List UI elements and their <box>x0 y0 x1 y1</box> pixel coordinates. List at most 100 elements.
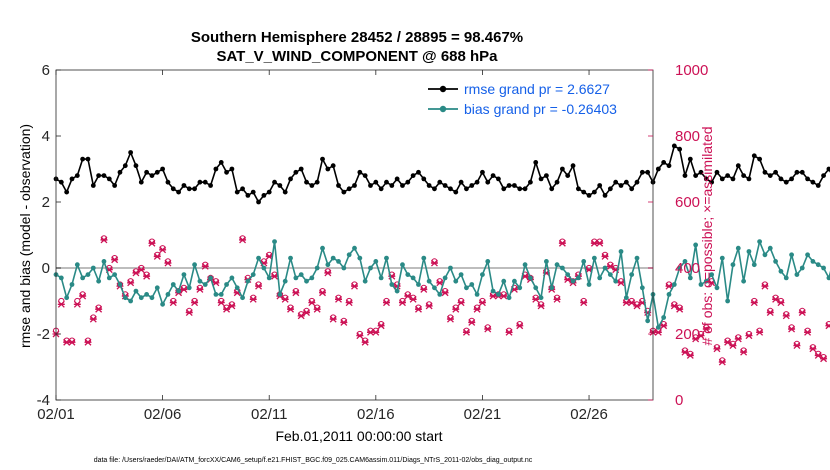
legend-bias-label: bias grand pr = -0.26403 <box>464 101 617 117</box>
bias-point <box>416 282 421 287</box>
assimilated-obs-marker <box>143 272 151 280</box>
bias-point <box>192 262 197 268</box>
assimilated-obs-marker <box>79 292 87 300</box>
assimilated-obs-marker <box>553 295 561 303</box>
assimilated-obs-marker <box>191 299 199 307</box>
possible-obs-marker <box>767 307 774 314</box>
rmse-point <box>389 183 395 188</box>
possible-obs-marker <box>729 340 737 347</box>
possible-obs-marker <box>617 278 625 285</box>
bias-point <box>298 272 304 277</box>
assimilated-obs-marker <box>111 256 119 264</box>
bias-point <box>442 275 448 281</box>
assimilated-obs-marker <box>633 302 641 310</box>
bias-point <box>240 295 245 301</box>
assimilated-obs-marker <box>734 335 742 343</box>
rmse-point <box>565 173 571 179</box>
possible-obs-marker <box>196 284 204 291</box>
rmse-point <box>357 169 363 175</box>
rmse-point <box>773 169 778 175</box>
bias-point <box>512 278 517 284</box>
rmse-point <box>288 176 293 182</box>
rmse-point <box>682 173 688 179</box>
assimilated-obs-marker <box>84 338 92 346</box>
bias-point <box>629 272 635 277</box>
legend: rmse grand pr = 2.6627 bias grand pr = -… <box>423 77 648 121</box>
possible-obs-marker <box>607 261 614 268</box>
bias-point <box>602 265 608 271</box>
rmse-point <box>549 186 555 192</box>
bias-point <box>458 272 464 277</box>
possible-obs-marker <box>719 357 726 364</box>
assimilated-obs-marker <box>345 299 353 307</box>
bias-point <box>346 252 352 258</box>
rmse-point <box>725 173 731 179</box>
bias-point <box>426 278 432 284</box>
possible-obs-marker <box>687 350 694 357</box>
bias-point <box>506 295 512 301</box>
bias-point <box>597 275 603 281</box>
series-lines <box>53 143 830 330</box>
y-tick-label: 0 <box>42 260 50 277</box>
possible-obs-marker <box>239 235 246 242</box>
bias-point <box>586 282 592 287</box>
bias-point <box>336 259 341 264</box>
possible-obs-marker <box>228 301 236 308</box>
assimilated-obs-marker <box>377 322 385 330</box>
assimilated-obs-marker <box>212 279 220 287</box>
y-tick-label: -2 <box>37 326 50 343</box>
assimilated-obs-marker <box>516 322 524 330</box>
assimilated-obs-markers <box>52 236 830 366</box>
possible-obs-marker <box>431 258 438 265</box>
possible-obs-marker <box>436 278 443 285</box>
rmse-point <box>815 183 821 188</box>
bias-point <box>719 255 725 261</box>
bias-point <box>261 265 267 271</box>
assimilated-obs-marker <box>660 322 668 330</box>
bias-point <box>490 288 496 294</box>
assimilated-obs-marker <box>239 236 247 244</box>
bias-point <box>197 278 203 284</box>
assimilated-obs-marker <box>180 285 188 293</box>
assimilated-obs-marker <box>724 338 732 346</box>
rmse-point <box>517 186 523 192</box>
plot-area <box>56 70 653 400</box>
possible-obs-marker <box>660 321 667 328</box>
assimilated-obs-marker <box>196 285 204 293</box>
assimilated-obs-marker <box>127 279 135 287</box>
assimilated-obs-marker <box>169 299 177 307</box>
assimilated-obs-marker <box>814 351 822 359</box>
bias-point <box>282 278 288 284</box>
rmse-point <box>154 169 160 175</box>
rmse-point <box>480 169 485 175</box>
bias-point <box>352 245 357 251</box>
possible-obs-marker <box>751 297 758 305</box>
rmse-point <box>80 156 86 162</box>
bias-point <box>405 272 411 277</box>
possible-obs-marker <box>159 245 166 252</box>
rmse-point <box>661 160 667 165</box>
rmse-point <box>266 189 272 195</box>
bias-point <box>671 282 677 287</box>
possible-obs-marker <box>724 337 731 344</box>
bias-point <box>762 252 768 258</box>
bias-point <box>384 255 389 261</box>
assimilated-obs-marker <box>223 305 231 313</box>
assimilated-obs-marker <box>788 325 796 333</box>
assimilated-obs-marker <box>287 305 295 313</box>
possible-obs-marker <box>809 344 817 351</box>
assimilated-obs-marker <box>670 302 678 310</box>
rmse-point <box>282 189 288 195</box>
possible-obs-marker <box>532 294 539 301</box>
bias-point <box>533 285 539 291</box>
possible-obs-marker <box>335 294 342 301</box>
bias-point <box>293 275 299 281</box>
assimilated-obs-marker <box>606 262 614 270</box>
rmse-point <box>362 173 368 179</box>
rmse-point <box>416 169 421 175</box>
assimilated-obs-marker <box>164 259 172 267</box>
bias-point <box>613 278 619 284</box>
rmse-point <box>261 193 267 198</box>
possible-obs-marker <box>383 297 390 305</box>
rmse-point <box>602 193 608 198</box>
